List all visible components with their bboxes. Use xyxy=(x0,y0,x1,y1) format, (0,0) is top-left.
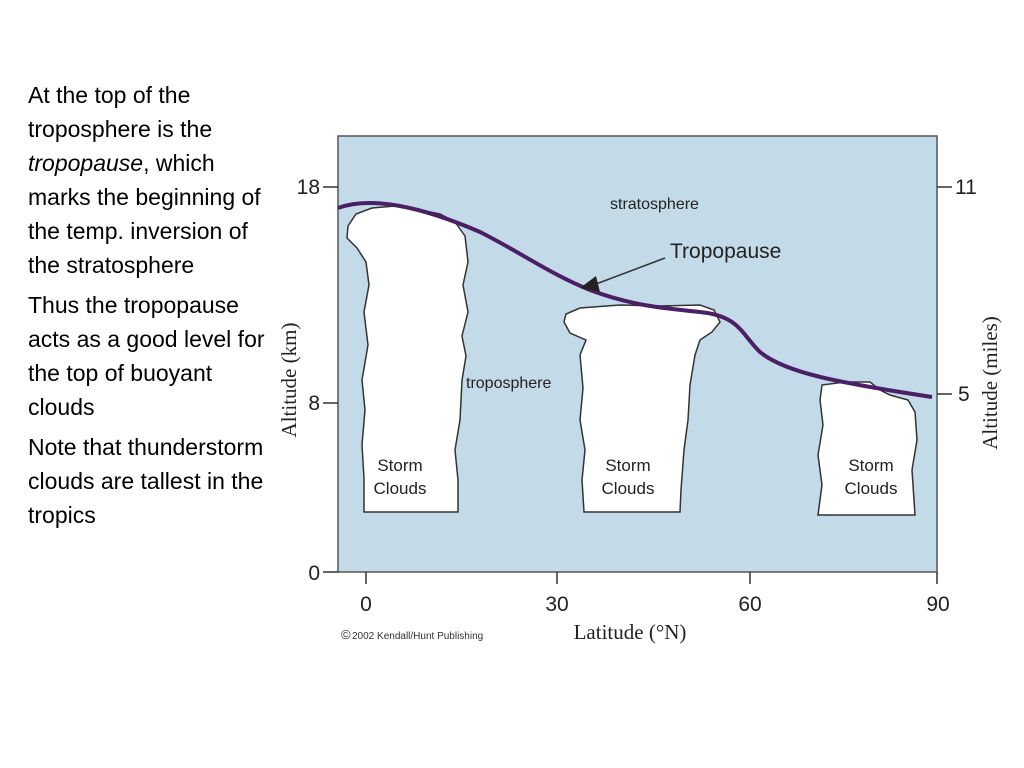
paragraph-tropopause: At the top of the troposphere is the tro… xyxy=(28,78,276,282)
copyright-credit: 2002 Kendall/Hunt Publishing xyxy=(352,631,483,642)
paragraph-buoyant: Thus the tropopause acts as a good level… xyxy=(28,292,265,420)
cloud-label-2-line2: Clouds xyxy=(602,479,655,498)
x-axis-label: Latitude (°N) xyxy=(574,620,687,644)
y-left-tick-label-0: 0 xyxy=(308,562,320,585)
stratosphere-label: stratosphere xyxy=(610,196,699,213)
callout-arrowhead xyxy=(580,276,600,292)
cloud-label-1-line1: Storm xyxy=(377,456,422,475)
tropopause-callout: Tropopause xyxy=(670,240,781,263)
x-tick-label-30: 30 xyxy=(545,593,568,616)
cloud-label-3-line1: Storm xyxy=(848,456,893,475)
y-right-axis-label: Altitude (miles) xyxy=(978,316,1002,450)
tropopause-line xyxy=(337,200,933,399)
text-panel: At the top of the troposphere is the tro… xyxy=(28,78,276,538)
y-left-tick-label-8: 8 xyxy=(308,392,320,415)
storm-cloud-2 xyxy=(563,304,721,513)
y-right-tick-label-5: 5 xyxy=(958,383,970,406)
y-left-tick-label-18: 18 xyxy=(297,176,320,199)
copyright-symbol: © xyxy=(341,627,351,642)
cloud-label-1-line2: Clouds xyxy=(374,479,427,498)
p1-text-end: , which marks the beginning of the temp.… xyxy=(28,150,261,278)
x-tick-label-60: 60 xyxy=(738,593,761,616)
x-tick-label-0: 0 xyxy=(360,593,372,616)
p1-emphasis: tropopause xyxy=(28,150,144,176)
callout-leader xyxy=(595,257,666,285)
x-tick-label-90: 90 xyxy=(926,593,949,616)
p1-text: At the top of the troposphere is the xyxy=(28,82,213,142)
y-left-axis-label: Altitude (km) xyxy=(277,323,301,438)
y-right-tick-label-11: 11 xyxy=(955,176,977,199)
troposphere-label: troposphere xyxy=(466,375,551,392)
paragraph-tropics: Note that thunderstorm clouds are talles… xyxy=(28,434,264,528)
cloud-label-3-line2: Clouds xyxy=(845,479,898,498)
cloud-label-2-line1: Storm xyxy=(605,456,650,475)
atmosphere-diagram: stratosphere troposphere Tropopause Stor… xyxy=(277,135,1002,644)
